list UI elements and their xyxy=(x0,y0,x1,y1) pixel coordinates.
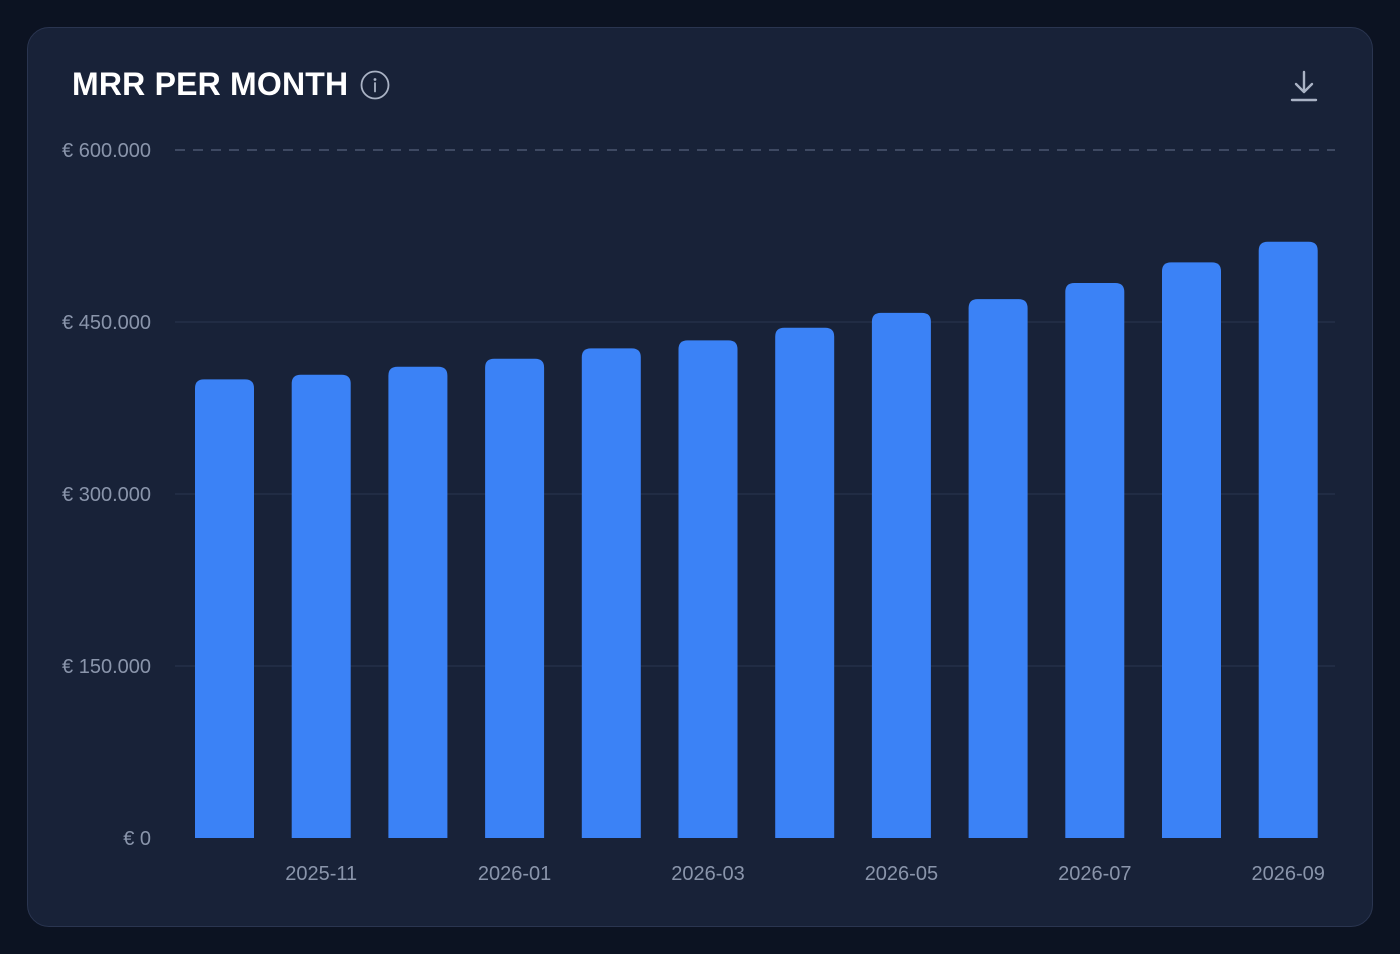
x-tick-label: 2026-05 xyxy=(865,863,938,885)
x-tick-label: 2026-07 xyxy=(1058,863,1131,885)
x-tick-label: 2025-11 xyxy=(285,863,357,885)
y-tick-label: € 300.000 xyxy=(62,484,151,506)
bar-2026-01[interactable] xyxy=(485,358,545,838)
x-tick-label: 2026-09 xyxy=(1251,863,1324,885)
bar-2026-02[interactable] xyxy=(581,348,641,838)
bar-2026-05[interactable] xyxy=(871,312,931,838)
x-tick-label: 2026-01 xyxy=(478,863,551,885)
bar-2026-07[interactable] xyxy=(1065,283,1125,839)
bar-2026-04[interactable] xyxy=(775,327,835,838)
download-button[interactable] xyxy=(1286,66,1322,106)
y-tick-label: € 450.000 xyxy=(62,312,151,334)
bar-2026-06[interactable] xyxy=(968,299,1028,839)
y-tick-label: € 150.000 xyxy=(62,656,151,678)
y-tick-label: € 600.000 xyxy=(62,140,151,162)
download-icon xyxy=(1290,70,1318,102)
info-circle-icon[interactable] xyxy=(360,70,390,100)
bar-2025-11[interactable] xyxy=(291,374,351,838)
x-tick-label: 2026-03 xyxy=(671,863,744,885)
chart-title: MRR PER MONTH xyxy=(72,66,349,102)
bar-2026-03[interactable] xyxy=(678,340,738,838)
bar-2025-10[interactable] xyxy=(195,379,254,838)
bar-2026-08[interactable] xyxy=(1162,262,1221,839)
card-header: MRR PER MONTH xyxy=(72,66,390,103)
bar-2025-12[interactable] xyxy=(388,366,448,838)
bar-2026-09[interactable] xyxy=(1258,241,1318,838)
y-tick-label: € 0 xyxy=(123,828,151,850)
